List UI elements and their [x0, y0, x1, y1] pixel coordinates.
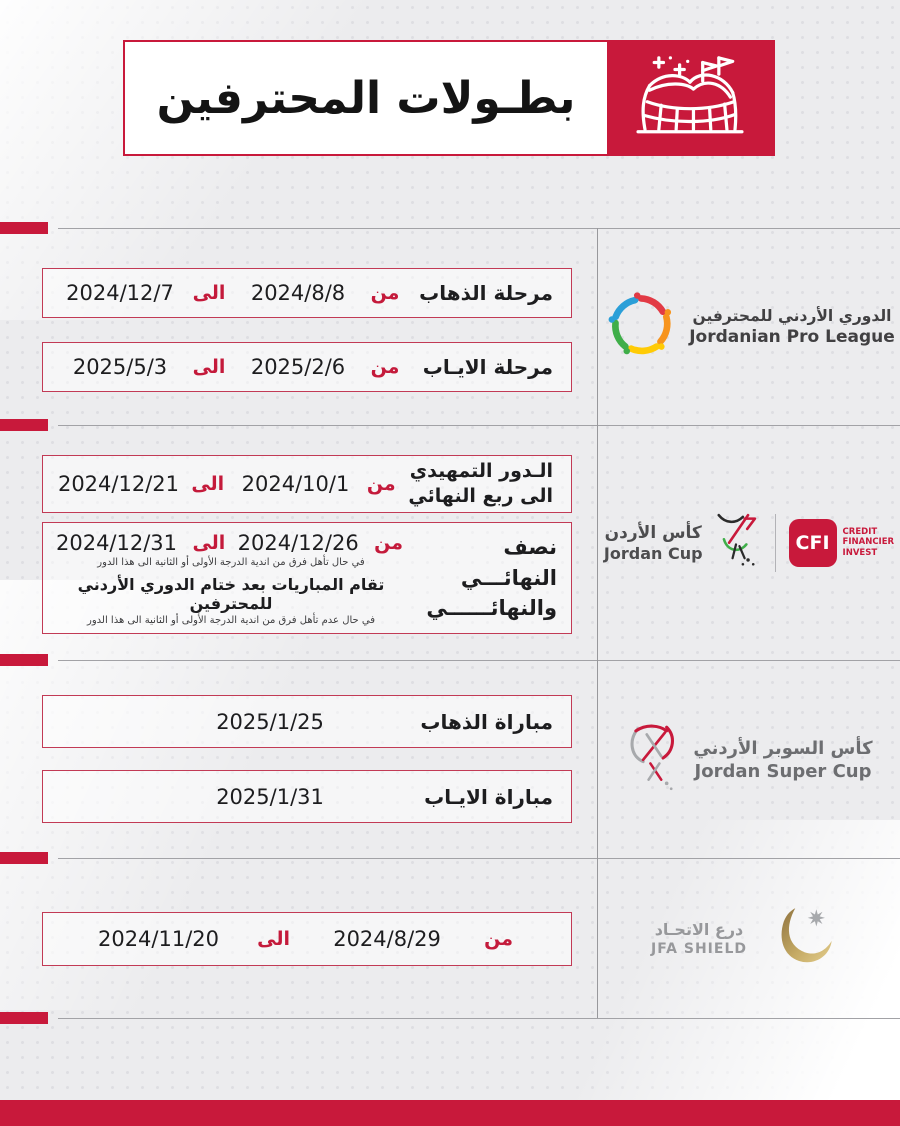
cfi-text-line1: CREDIT	[842, 527, 878, 538]
schedule-box-preliminary-round: الـدور التمهيدي الى ربع النهائي من 2024/…	[42, 455, 572, 513]
super-cup-logo: كأس السوبر الأردني Jordan Super Cup	[598, 661, 900, 858]
cfi-text-line3: INVEST	[842, 547, 878, 558]
cfi-badge: CFI	[788, 518, 837, 567]
schedule-box-supercup-first: مباراة الذهاب 2025/1/25	[42, 695, 572, 748]
section-marker-jfa-shield	[0, 852, 48, 864]
from-date: 2024/8/8	[250, 281, 346, 305]
section-marker-super-cup	[0, 654, 48, 666]
stage-label: مباراة الذهاب	[420, 709, 553, 734]
to-date: 2024/12/7	[66, 281, 174, 305]
pro-league-logo: الدوري الأردني للمحترفين Jordanian Pro L…	[598, 229, 900, 425]
stadium-icon	[626, 51, 754, 145]
jordan-cup-name-arabic: كأس الأردن	[604, 522, 702, 543]
logo-sponsor-divider	[774, 513, 776, 572]
stage-label-line2: والنهائــــــي	[426, 596, 557, 621]
from-keyword: من	[374, 531, 403, 554]
stage-label-line1: نصف النهائـــي	[460, 535, 557, 590]
jfa-shield-crescent-icon	[755, 902, 847, 976]
to-keyword: الى	[257, 928, 290, 950]
schedule-box-jfa-shield: من 2024/8/29 الى 2024/11/20	[42, 912, 572, 966]
schedule-box-second-leg: مرحلة الايـاب من 2025/2/6 الى 2025/5/3	[42, 342, 572, 392]
from-keyword: من	[366, 473, 396, 495]
from-date: 2024/10/1	[241, 472, 350, 496]
section-divider-pro-league	[58, 228, 900, 229]
from-date: 2024/12/26	[237, 530, 359, 555]
match-date: 2025/1/31	[216, 784, 324, 809]
to-date: 2024/12/21	[57, 472, 179, 496]
to-keyword: الى	[192, 356, 226, 378]
jordan-cup-name-english: Jordan Cup	[603, 543, 703, 563]
section-divider-jfa-shield	[58, 858, 900, 859]
from-date: 2024/8/29	[333, 927, 441, 951]
super-cup-name-arabic: كأس السوبر الأردني	[693, 737, 873, 759]
section-marker-jordan-cup	[0, 419, 48, 431]
jordan-cup-trophy-icon	[710, 510, 762, 576]
page-title: بطـولات المحترفين	[156, 72, 577, 124]
stage-label: نصف النهائـــي والنهائــــــي	[409, 531, 557, 625]
stage-label: مرحلة الذهاب	[419, 281, 553, 305]
section-divider-jordan-cup	[58, 425, 900, 426]
to-date: 2025/5/3	[72, 355, 168, 379]
bottom-red-strip	[0, 1100, 900, 1126]
jfa-shield-logo: درع الاتحـاد JFA SHIELD	[598, 859, 900, 1018]
header: بطـولات المحترفين	[123, 40, 775, 156]
header-red-square	[607, 42, 773, 154]
section-divider-super-cup	[58, 660, 900, 661]
from-date: 2025/2/6	[250, 355, 346, 379]
super-cup-name-english: Jordan Super Cup	[694, 760, 872, 782]
matches-after-league-note: تقام المباريات بعد ختام الدوري الأردني ل…	[77, 574, 385, 613]
from-keyword: من	[370, 356, 400, 378]
section-marker-end	[0, 1012, 48, 1024]
stage-label-line2: الى ربع النهائي	[408, 485, 553, 507]
stage-label-line1: الـدور التمهيدي	[409, 460, 553, 483]
qualification-note-bottom: في حال عدم تأهل فرق من اندية الدرجة الأو…	[87, 614, 375, 626]
pro-league-name-english: Jordanian Pro League	[689, 327, 895, 347]
to-keyword: الى	[192, 282, 226, 304]
schedule-box-semi-final: نصف النهائـــي والنهائــــــي من 2024/12…	[42, 522, 572, 634]
pro-league-name-arabic: الدوري الأردني للمحترفين	[692, 307, 892, 325]
stage-label: الـدور التمهيدي الى ربع النهائي	[408, 459, 553, 508]
schedule-box-supercup-second: مباراة الايـاب 2025/1/31	[42, 770, 572, 823]
to-date: 2024/12/31	[55, 530, 178, 555]
to-date: 2024/11/20	[97, 927, 220, 951]
cfi-sponsor-logo: CFI CREDIT FINANCIER INVEST	[788, 518, 895, 567]
super-cup-trophy-icon	[625, 720, 683, 800]
jordan-cup-logo: كأس الأردن Jordan Cup	[598, 426, 900, 659]
jfa-shield-name-arabic: درع الاتحـاد	[654, 920, 744, 939]
from-keyword: من	[484, 928, 513, 950]
to-keyword: الى	[192, 531, 226, 554]
qualification-note-top: في حال تأهل فرق من اندية الدرجة الأولى أ…	[97, 556, 365, 568]
section-marker-pro-league	[0, 222, 48, 234]
cfi-text-line2: FINANCIER	[842, 537, 895, 548]
schedule-box-first-leg: مرحلة الذهاب من 2024/8/8 الى 2024/12/7	[42, 268, 572, 318]
match-date: 2025/1/25	[216, 709, 324, 734]
to-keyword: الى	[191, 473, 225, 495]
from-keyword: من	[370, 282, 400, 304]
stage-label: مرحلة الايـاب	[422, 355, 553, 379]
section-divider-end	[58, 1018, 900, 1019]
pro-league-star-icon	[603, 287, 679, 367]
jfa-shield-name-english: JFA SHIELD	[651, 941, 747, 957]
stage-label: مباراة الايـاب	[424, 784, 553, 809]
logo-column-divider	[597, 228, 598, 1018]
